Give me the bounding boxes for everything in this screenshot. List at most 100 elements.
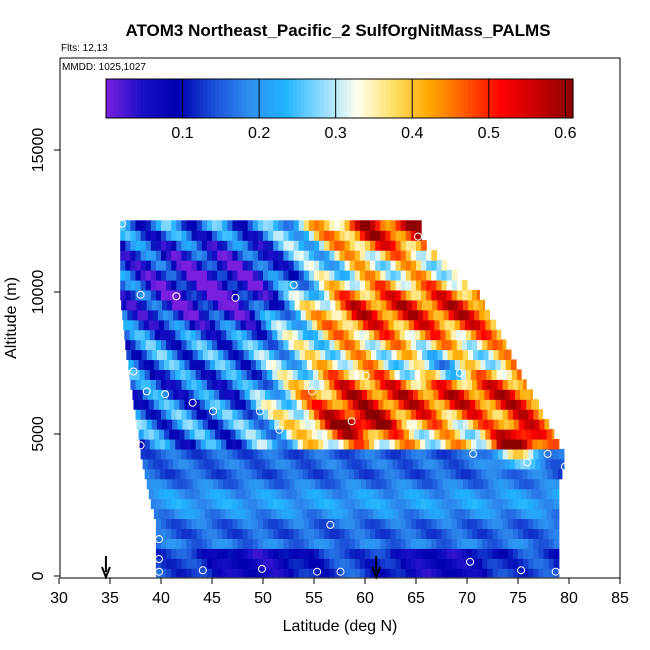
data-point: [231, 293, 240, 302]
heatmap-cell: [155, 498, 162, 510]
heatmap-cell: [547, 438, 554, 450]
heatmap-cell: [511, 468, 518, 480]
heatmap-cell: [288, 220, 295, 231]
heatmap-cell: [220, 399, 226, 410]
heatmap-cell: [344, 220, 351, 231]
heatmap-cell: [461, 409, 468, 420]
heatmap-cell: [242, 498, 249, 510]
heatmap-cell: [423, 389, 429, 400]
heatmap-cell: [482, 548, 488, 559]
heatmap-cell: [217, 448, 223, 460]
heatmap-cell: [173, 309, 179, 321]
heatmap-cell: [306, 488, 313, 500]
heatmap-cell: [351, 389, 358, 400]
heatmap-cell: [246, 468, 253, 480]
heatmap-cell: [166, 379, 172, 390]
heatmap-cell: [458, 458, 465, 470]
x-tick-label: 85: [611, 590, 629, 607]
heatmap-cell: [337, 359, 344, 370]
heatmap-cell: [457, 419, 464, 430]
arrow-head: [100, 566, 111, 580]
heatmap-cell: [419, 399, 425, 410]
heatmap-cell: [191, 240, 198, 251]
heatmap-cell: [217, 339, 223, 351]
heatmap-cell: [281, 488, 288, 500]
heatmap-cell: [186, 279, 193, 291]
heatmap-cell: [549, 478, 556, 490]
heatmap-cell: [180, 468, 187, 480]
colorbar-segment: [417, 79, 422, 118]
heatmap-cell: [339, 566, 346, 578]
heatmap-cell: [377, 309, 383, 321]
heatmap-cell: [288, 566, 295, 578]
heatmap-cell: [371, 299, 377, 311]
heatmap-cell: [252, 250, 259, 261]
heatmap-cell: [495, 508, 502, 520]
heatmap-cell: [394, 369, 401, 380]
heatmap-cell: [501, 438, 508, 450]
heatmap-cell: [538, 566, 545, 578]
heatmap-cell: [206, 409, 213, 420]
heatmap-cell: [260, 319, 267, 331]
heatmap-cell: [232, 498, 239, 510]
heatmap-cell: [462, 478, 469, 490]
heatmap-cell: [464, 429, 471, 440]
heatmap-cell: [227, 230, 233, 241]
heatmap-cell: [273, 558, 279, 569]
heatmap-cell: [492, 379, 499, 390]
heatmap-cell: [149, 369, 156, 380]
heatmap-cell: [171, 498, 177, 510]
heatmap-cell: [165, 329, 171, 341]
heatmap-cell: [140, 230, 147, 241]
heatmap-cell: [472, 379, 478, 390]
heatmap-cell: [405, 548, 412, 559]
heatmap-cell: [454, 488, 461, 500]
heatmap-cell: [268, 448, 274, 460]
heatmap-cell: [138, 319, 145, 331]
heatmap-cell: [130, 339, 137, 351]
heatmap-cell: [489, 389, 496, 400]
heatmap-cell: [252, 558, 259, 569]
heatmap-cell: [421, 448, 427, 460]
heatmap-cell: [396, 299, 403, 311]
heatmap-cell: [212, 566, 218, 578]
colorbar-segment: [296, 79, 302, 118]
heatmap-cell: [518, 558, 524, 569]
heatmap-cell: [433, 389, 440, 400]
colorbar-segment: [156, 79, 162, 118]
heatmap-cell: [358, 369, 365, 380]
heatmap-cell: [400, 250, 407, 261]
heatmap-cell: [215, 319, 221, 331]
heatmap-cell: [385, 558, 392, 569]
heatmap-cell: [429, 508, 435, 520]
heatmap-cell: [157, 389, 164, 400]
heatmap-cell: [242, 548, 249, 559]
heatmap-cell: [166, 538, 172, 549]
heatmap-cell: [492, 339, 499, 351]
heatmap-cell: [337, 488, 344, 500]
heatmap-cell: [365, 498, 371, 510]
heatmap-cell: [359, 279, 366, 291]
heatmap-cell: [405, 528, 412, 539]
heatmap-cell: [310, 309, 317, 321]
heatmap-cell: [168, 309, 174, 321]
heatmap-cell: [140, 250, 147, 261]
heatmap-cell: [158, 359, 165, 370]
heatmap-cell: [491, 369, 498, 380]
heatmap-cell: [311, 429, 318, 440]
heatmap-cell: [272, 468, 278, 480]
heatmap-cell: [161, 269, 167, 281]
heatmap-cell: [344, 250, 351, 261]
heatmap-cell: [277, 329, 283, 341]
heatmap-cell: [192, 419, 199, 430]
heatmap-cell: [263, 339, 269, 351]
heatmap-cell: [465, 468, 472, 480]
heatmap-cell: [293, 279, 300, 291]
heatmap-cell: [311, 359, 318, 370]
heatmap-cell: [225, 508, 231, 520]
heatmap-cell: [145, 220, 152, 231]
heatmap-cell: [252, 260, 259, 271]
heatmap-cell: [523, 498, 529, 510]
heatmap-cell: [430, 438, 436, 450]
heatmap-cell: [413, 429, 420, 440]
